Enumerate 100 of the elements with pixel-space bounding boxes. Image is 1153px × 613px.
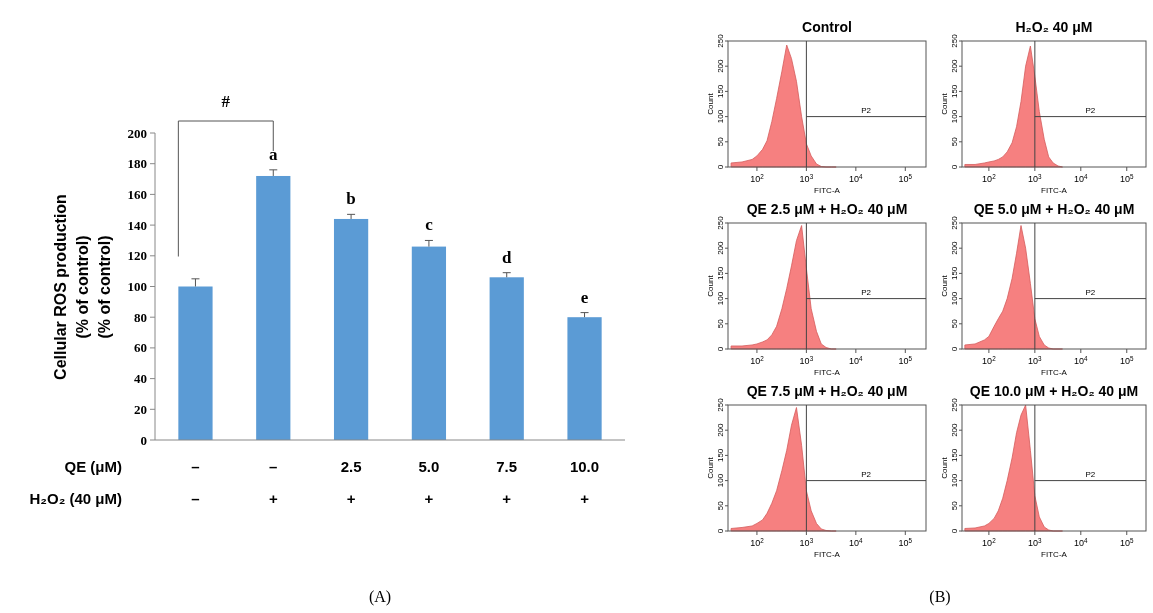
y-tick-label: 160 xyxy=(127,186,147,202)
y-tick-label: 140 xyxy=(127,217,147,233)
data-label: a xyxy=(269,144,279,164)
y-tick-label: 0 xyxy=(140,432,147,448)
x-tick-label: 10$^{5}$ xyxy=(1120,354,1135,366)
x-tick-label: 10$^{4}$ xyxy=(849,536,864,548)
data-label: e xyxy=(580,287,589,307)
x-tick-label: 10$^{4}$ xyxy=(1074,172,1089,184)
y-tick-label: 150 xyxy=(950,448,959,463)
x-tick-label: 10$^{4}$ xyxy=(849,172,864,184)
bar xyxy=(567,317,602,440)
ref-line-label: P2 xyxy=(861,287,872,297)
y-tick-label: 100 xyxy=(127,279,147,295)
x-tick-label: 10$^{3}$ xyxy=(1028,354,1043,366)
x-tick-label: 10$^{5}$ xyxy=(898,354,913,366)
text: # xyxy=(221,92,231,111)
x-tick-label: 10$^{2}$ xyxy=(750,536,765,548)
x-axis-title: FITC-A xyxy=(1041,186,1068,195)
ref-line-label: P2 xyxy=(1085,469,1096,479)
text: (A) xyxy=(368,588,392,606)
x-axis-title: FITC-A xyxy=(1041,550,1068,559)
x-tick-label: – + xyxy=(268,458,278,507)
x-tick-label: 10$^{5}$ xyxy=(1120,536,1135,548)
x-tick-label: 10$^{5}$ xyxy=(898,536,913,548)
x-tick-label: 10$^{5}$ xyxy=(898,172,913,184)
x-tick-label: 10$^{3}$ xyxy=(799,354,814,366)
y-tick-label: 120 xyxy=(127,248,147,264)
y-tick-label: 60 xyxy=(134,340,147,356)
x-tick-label: 10$^{2}$ xyxy=(982,172,997,184)
y-tick-label: 40 xyxy=(134,371,147,387)
y-tick-label: 80 xyxy=(134,309,147,325)
y-tick-label: 0 xyxy=(950,346,959,352)
y-tick-label: 50 xyxy=(716,318,725,329)
x-axis-title: FITC-A xyxy=(814,368,841,377)
chart-title: QE 7.5 μM + H₂O₂ 40 μM xyxy=(746,383,908,399)
y-tick-label: 200 xyxy=(950,422,959,437)
y-tick-label: 150 xyxy=(950,266,959,281)
x-tick-label: 10$^{2}$ xyxy=(750,354,765,366)
x-tick-label: 5.0 + xyxy=(418,458,440,507)
ref-line-label: P2 xyxy=(1085,105,1096,115)
x-tick-label: 10$^{3}$ xyxy=(1028,172,1043,184)
y-tick-label: 100 xyxy=(716,473,725,488)
y-axis-title: Count xyxy=(940,92,949,115)
x-tick-label: 10$^{2}$ xyxy=(982,536,997,548)
bar xyxy=(256,175,291,440)
y-tick-label: 150 xyxy=(716,266,725,281)
x-tick-label: 10$^{5}$ xyxy=(1120,172,1135,184)
y-tick-label: 0 xyxy=(950,164,959,170)
x-tick-label: 10$^{4}$ xyxy=(1074,536,1089,548)
y-tick-label: 50 xyxy=(950,500,959,511)
data-label: d xyxy=(501,247,512,267)
x-tick-label: 10$^{2}$ xyxy=(982,354,997,366)
y-tick-label: 200 xyxy=(716,58,725,73)
ref-line-label: P2 xyxy=(1085,287,1096,297)
y-tick-label: 100 xyxy=(950,291,959,306)
y-tick-label: 200 xyxy=(950,58,959,73)
y-tick-label: 50 xyxy=(716,136,725,147)
bar xyxy=(411,246,447,440)
y-tick-label: 0 xyxy=(950,528,959,534)
y-axis-title: Count xyxy=(940,456,949,479)
y-tick-label: 100 xyxy=(716,109,725,124)
y-tick-label: 180 xyxy=(127,156,147,172)
x-tick-label: – – xyxy=(191,458,200,507)
y-axis-title: Cellular ROS production (% of control) (% of control) xyxy=(52,194,113,380)
y-tick-label: 200 xyxy=(127,125,147,141)
bar xyxy=(178,286,213,440)
y-tick-label: 250 xyxy=(716,397,725,412)
x-tick-label: 10$^{3}$ xyxy=(799,536,814,548)
x-tick-label: 10$^{4}$ xyxy=(849,354,864,366)
x-tick-label: 10.0 + xyxy=(569,458,600,507)
text: (B) xyxy=(929,588,951,606)
y-tick-label: 250 xyxy=(716,33,725,48)
chart-title: H₂O₂ 40 μM xyxy=(1015,19,1093,35)
y-tick-label: 250 xyxy=(950,397,959,412)
y-tick-label: 50 xyxy=(950,136,959,147)
ref-line-label: P2 xyxy=(861,105,872,115)
y-tick-label: 100 xyxy=(716,291,725,306)
ref-line-label: P2 xyxy=(861,469,872,479)
y-tick-label: 200 xyxy=(716,422,725,437)
y-tick-label: 150 xyxy=(716,84,725,99)
y-tick-label: 200 xyxy=(950,240,959,255)
x-tick-label: 2.5 + xyxy=(340,458,362,507)
y-tick-label: 0 xyxy=(716,346,725,352)
x-tick-label: 10$^{3}$ xyxy=(1028,536,1043,548)
x-axis-title: FITC-A xyxy=(814,186,841,195)
x-axis-title: FITC-A xyxy=(814,550,841,559)
y-tick-label: 250 xyxy=(950,215,959,230)
y-tick-label: 0 xyxy=(716,528,725,534)
x-axis-title: FITC-A xyxy=(1041,368,1068,377)
x-tick-label: 7.5 + xyxy=(496,458,518,507)
x-tick-label: 10$^{3}$ xyxy=(799,172,814,184)
y-tick-label: 250 xyxy=(716,215,725,230)
y-tick-label: 0 xyxy=(716,164,725,170)
x-tick-label: 10$^{4}$ xyxy=(1074,354,1089,366)
x-tick-label: 10$^{2}$ xyxy=(750,172,765,184)
y-tick-label: 150 xyxy=(950,84,959,99)
y-tick-label: 250 xyxy=(950,33,959,48)
y-tick-label: 50 xyxy=(716,500,725,511)
bar xyxy=(489,277,524,440)
y-tick-label: 150 xyxy=(716,448,725,463)
